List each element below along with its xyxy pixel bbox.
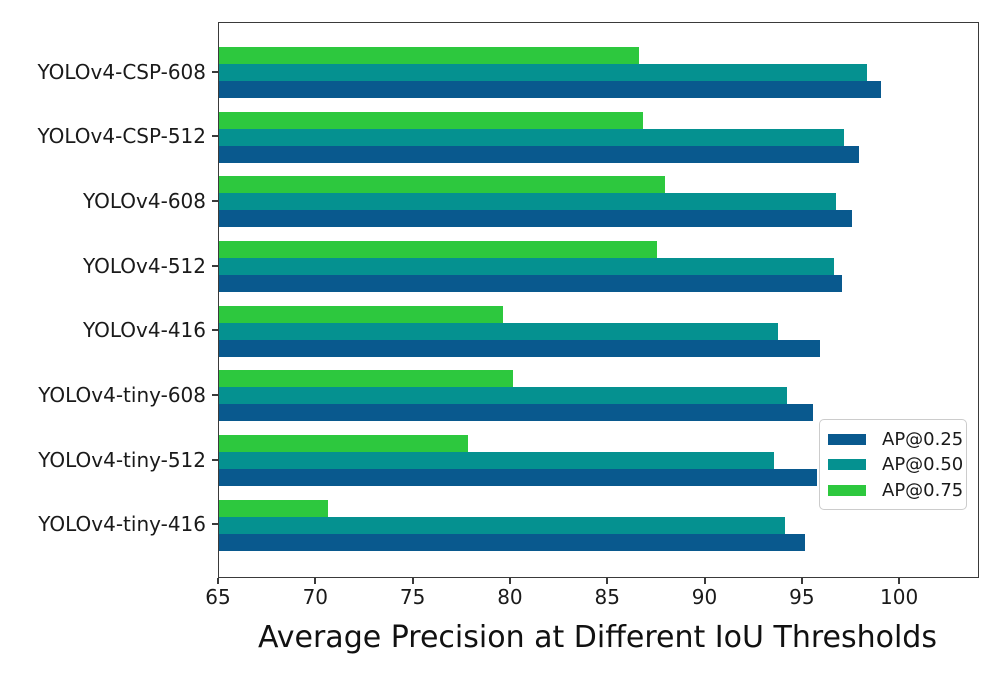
y-axis-tick [212, 135, 218, 138]
legend-label-ap075: AP@0.75 [882, 479, 964, 501]
bar-YOLOv4-tiny-608-AP@0.25 [219, 404, 813, 422]
bar-YOLOv4-416-AP@0.75 [219, 305, 504, 323]
bar-YOLOv4-512-AP@0.50 [219, 258, 834, 276]
bar-YOLOv4-tiny-512-AP@0.25 [219, 469, 817, 487]
y-axis-tick [212, 523, 218, 526]
bar-YOLOv4-512-AP@0.75 [219, 241, 657, 259]
y-axis-tick [212, 393, 218, 396]
bar-YOLOv4-608-AP@0.75 [219, 176, 665, 194]
x-axis-tick-label: 70 [302, 585, 329, 609]
bar-YOLOv4-tiny-608-AP@0.75 [219, 370, 513, 388]
bar-YOLOv4-CSP-512-AP@0.50 [219, 128, 844, 146]
bar-YOLOv4-tiny-416-AP@0.25 [219, 533, 805, 551]
x-axis-tick-label: 90 [691, 585, 718, 609]
y-axis-tick [212, 458, 218, 461]
bar-YOLOv4-tiny-512-AP@0.50 [219, 452, 774, 470]
x-axis-title: Average Precision at Different IoU Thres… [258, 620, 937, 655]
x-axis-tick-label: 75 [399, 585, 426, 609]
legend-swatch-ap075-icon [828, 484, 866, 496]
legend-item-ap050: AP@0.50 [828, 453, 963, 477]
y-axis-label: YOLOv4-416 [83, 318, 206, 343]
y-axis-tick [212, 70, 218, 73]
legend: AP@0.25 AP@0.50 AP@0.75 [819, 419, 967, 510]
legend-item-ap025: AP@0.25 [828, 427, 963, 451]
y-axis-label: YOLOv4-tiny-416 [38, 512, 206, 537]
bar-YOLOv4-608-AP@0.50 [219, 193, 836, 211]
x-axis-tick-label: 80 [497, 585, 523, 609]
bar-YOLOv4-CSP-608-AP@0.25 [219, 81, 881, 99]
y-axis-label: YOLOv4-608 [83, 188, 206, 213]
legend-swatch-ap025-icon [828, 433, 866, 445]
x-axis-tick [411, 578, 414, 584]
x-axis-tick-label: 65 [205, 585, 231, 609]
bar-YOLOv4-tiny-416-AP@0.50 [219, 516, 786, 534]
x-axis-tick-label: 85 [594, 585, 620, 609]
legend-item-ap075: AP@0.75 [828, 478, 963, 502]
y-axis-label: YOLOv4-512 [83, 253, 206, 278]
x-axis-tick [606, 578, 609, 584]
bar-YOLOv4-tiny-416-AP@0.75 [219, 499, 328, 517]
bar-YOLOv4-tiny-512-AP@0.75 [219, 435, 469, 453]
plot-area: AP@0.25 AP@0.50 AP@0.75 [218, 22, 979, 578]
legend-swatch-ap050-icon [828, 459, 866, 470]
y-axis-tick [212, 264, 218, 267]
y-axis-label: YOLOv4-CSP-512 [37, 124, 207, 149]
x-axis-tick [508, 578, 511, 584]
x-axis-tick [800, 578, 803, 584]
bar-YOLOv4-512-AP@0.25 [219, 275, 842, 293]
x-axis-tick [703, 578, 706, 584]
x-axis-tick [314, 578, 317, 584]
x-axis-tick [217, 578, 219, 584]
y-axis-tick [212, 199, 218, 202]
bar-YOLOv4-CSP-512-AP@0.25 [219, 145, 860, 163]
bar-YOLOv4-CSP-512-AP@0.75 [219, 111, 644, 129]
bar-YOLOv4-tiny-608-AP@0.50 [219, 387, 788, 405]
bar-YOLOv4-CSP-608-AP@0.75 [219, 47, 640, 65]
x-axis-tick-label: 100 [880, 585, 919, 609]
x-axis-tick-label: 95 [789, 585, 815, 609]
y-axis-tick [212, 329, 218, 332]
bar-YOLOv4-608-AP@0.25 [219, 210, 852, 228]
y-axis-label: YOLOv4-tiny-608 [38, 382, 206, 407]
y-axis-label: YOLOv4-CSP-608 [37, 59, 207, 84]
bar-YOLOv4-416-AP@0.25 [219, 339, 821, 357]
legend-label-ap025: AP@0.25 [882, 428, 964, 450]
bar-YOLOv4-416-AP@0.50 [219, 322, 778, 340]
y-axis-label: YOLOv4-tiny-512 [38, 447, 206, 472]
legend-label-ap050: AP@0.50 [882, 454, 964, 475]
bar-YOLOv4-CSP-608-AP@0.50 [219, 64, 868, 82]
x-axis-tick [898, 578, 901, 584]
